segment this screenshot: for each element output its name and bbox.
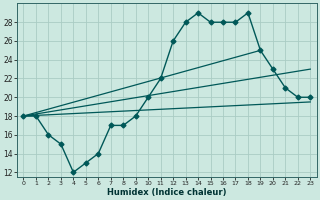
X-axis label: Humidex (Indice chaleur): Humidex (Indice chaleur) — [107, 188, 227, 197]
